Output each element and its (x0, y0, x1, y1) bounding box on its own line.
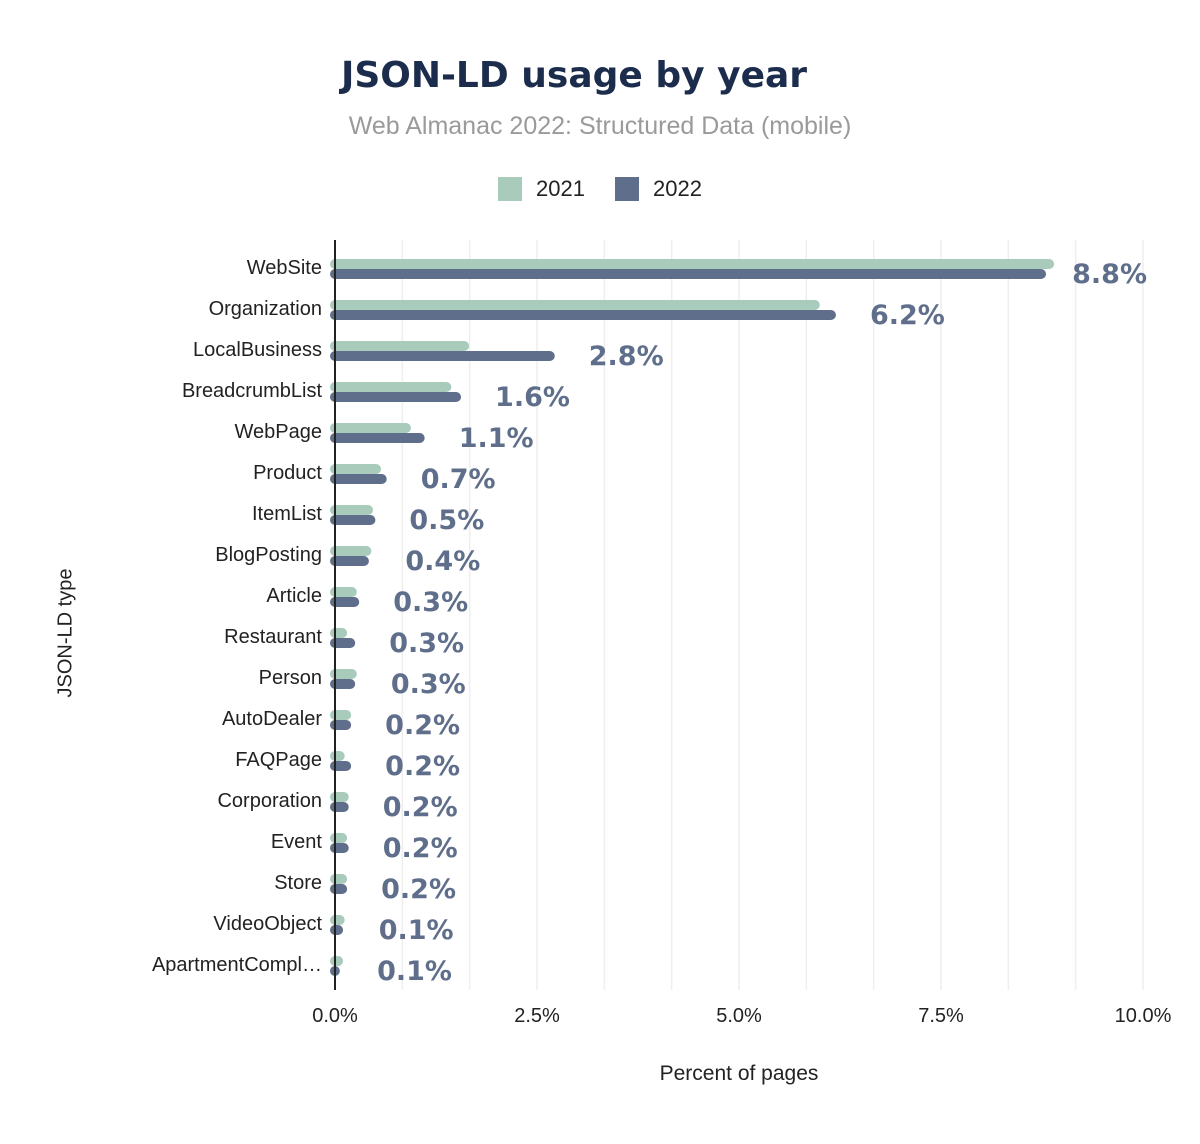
x-tick-label: 5.0% (716, 1005, 762, 1027)
x-tick-label: 2.5% (514, 1005, 560, 1027)
legend-label-2022: 2022 (653, 176, 702, 201)
bar-2022 (330, 515, 376, 525)
data-label: 1.1% (459, 423, 534, 454)
bar-2022 (330, 843, 349, 853)
bar-2022 (330, 597, 360, 607)
category-label: Product (253, 462, 322, 484)
legend-swatch-2021 (498, 177, 523, 201)
bar-2021 (330, 587, 357, 597)
data-label: 0.3% (391, 669, 466, 700)
data-label: 0.3% (393, 587, 468, 618)
bar-2022 (330, 310, 836, 320)
legend-label-2021: 2021 (536, 176, 585, 201)
data-label: 1.6% (495, 382, 570, 413)
bar-2021 (330, 464, 382, 474)
data-label: 0.4% (405, 546, 480, 577)
chart-title: JSON-LD usage by year (340, 55, 808, 96)
bar-2021 (330, 628, 348, 638)
bar-2022 (330, 720, 352, 730)
data-label: 8.8% (1072, 259, 1147, 290)
data-label: 0.1% (377, 956, 452, 987)
bar-2022 (330, 433, 425, 443)
bar-2021 (330, 382, 452, 392)
category-label: ItemList (252, 503, 322, 525)
category-label: ApartmentCompl… (152, 954, 322, 976)
data-label: 0.7% (421, 464, 496, 495)
bar-2021 (330, 710, 352, 720)
bar-2021 (330, 915, 345, 925)
bar-2022 (330, 761, 352, 771)
category-label: VideoObject (213, 913, 322, 935)
data-label: 0.2% (383, 833, 458, 864)
legend: 2021 2022 (0, 176, 1200, 202)
x-tick-label: 10.0% (1115, 1005, 1172, 1027)
bar-2021 (330, 956, 344, 966)
bar-2021 (330, 505, 373, 515)
x-tick-label: 0.0% (312, 1005, 358, 1027)
x-axis-label: Percent of pages (659, 1062, 819, 1085)
data-label: 0.2% (383, 792, 458, 823)
category-label: BlogPosting (215, 544, 322, 566)
data-label: 6.2% (870, 300, 945, 331)
bar-2022 (330, 802, 349, 812)
bar-2021 (330, 669, 357, 679)
bar-2022 (330, 884, 348, 894)
bar-2021 (330, 423, 411, 433)
data-label: 0.2% (381, 874, 456, 905)
category-label: Person (259, 667, 322, 689)
data-label: 0.2% (385, 751, 460, 782)
category-label: LocalBusiness (193, 339, 322, 361)
data-label: 0.1% (379, 915, 454, 946)
category-label: Event (271, 831, 323, 853)
bar-2021 (330, 259, 1055, 269)
category-label: Article (266, 585, 322, 607)
data-label: 0.3% (389, 628, 464, 659)
legend-item-2021[interactable]: 2021 (498, 176, 585, 202)
x-tick-label: 7.5% (918, 1005, 964, 1027)
bar-2022 (330, 269, 1047, 279)
bar-2021 (330, 546, 372, 556)
bar-2022 (330, 392, 462, 402)
data-label: 0.5% (409, 505, 484, 536)
category-label: FAQPage (235, 749, 322, 771)
bar-2021 (330, 341, 470, 351)
category-label: Corporation (217, 790, 322, 812)
bar-2021 (330, 300, 820, 310)
bar-2022 (330, 474, 387, 484)
bar-2022 (330, 679, 356, 689)
bar-2022 (330, 638, 356, 648)
data-label: 2.8% (589, 341, 664, 372)
legend-item-2022[interactable]: 2022 (615, 176, 702, 202)
category-label: Restaurant (224, 626, 322, 648)
bar-2021 (330, 751, 345, 761)
category-label: BreadcrumbList (182, 380, 323, 402)
category-label: AutoDealer (222, 708, 322, 730)
legend-swatch-2022 (615, 177, 639, 201)
category-label: Organization (209, 298, 322, 320)
chart-subtitle: Web Almanac 2022: Structured Data (mobil… (348, 112, 852, 140)
category-label: WebSite (247, 257, 322, 279)
category-label: Store (274, 872, 322, 894)
bar-2022 (330, 351, 555, 361)
bar-2021 (330, 833, 348, 843)
data-label: 0.2% (385, 710, 460, 741)
bar-2021 (330, 792, 349, 802)
bar-2021 (330, 874, 348, 884)
bar-2022 (330, 925, 344, 935)
bar-2022 (330, 556, 369, 566)
category-label: WebPage (235, 421, 322, 443)
